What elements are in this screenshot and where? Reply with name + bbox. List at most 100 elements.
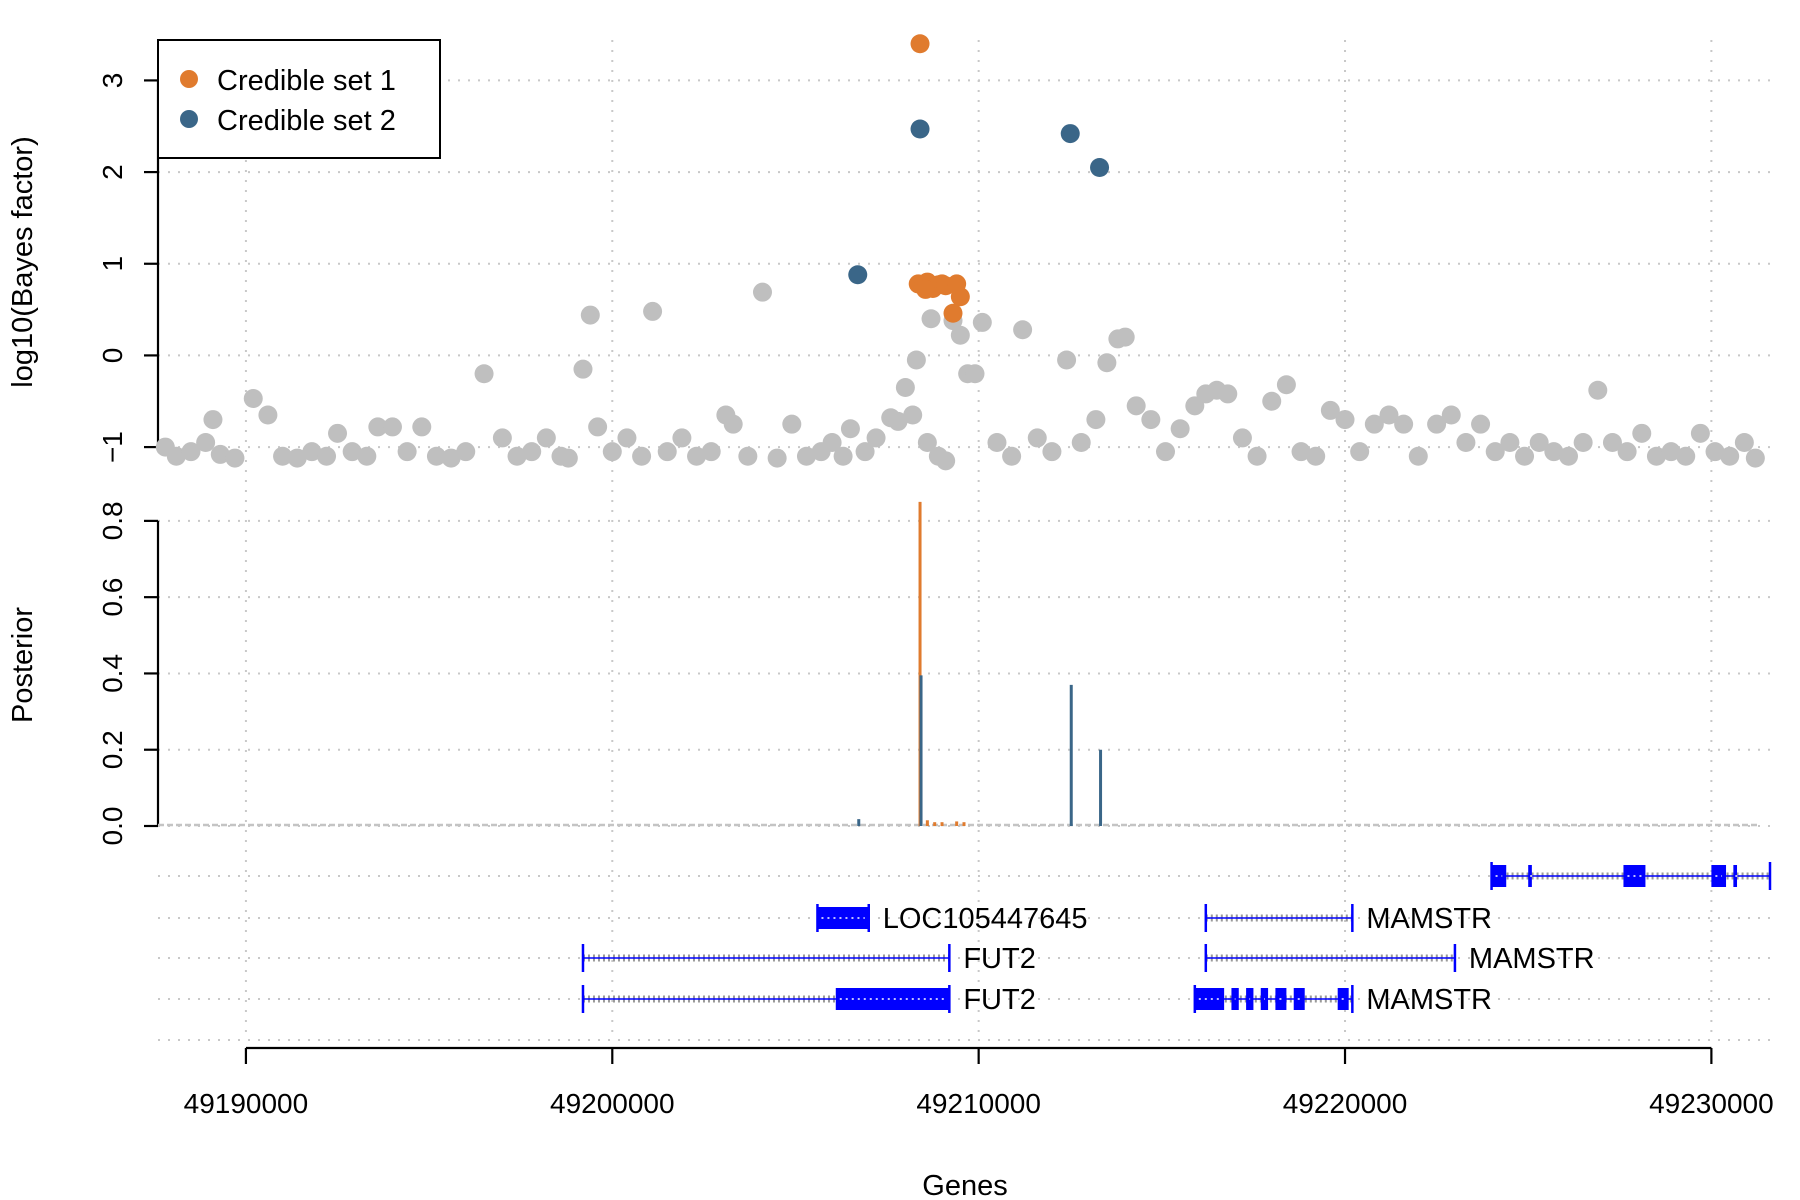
bf-point-other-51 — [840, 419, 860, 439]
bf-point-other-106 — [1515, 446, 1535, 466]
bf-point-other-55 — [888, 411, 908, 431]
bf-point-credible-set-2-3 — [848, 265, 868, 285]
bf-point-other-52 — [855, 442, 875, 462]
bf-point-other-69 — [1002, 446, 1022, 466]
x-tick-label-1: 49200000 — [550, 1088, 675, 1119]
bf-point-other-7 — [243, 389, 263, 408]
bf-point-other-37 — [657, 442, 677, 462]
x-tick-label-2: 49210000 — [916, 1088, 1041, 1119]
y-tick-label-bf-4: 3 — [97, 73, 128, 89]
bf-point-other-92 — [1306, 446, 1326, 466]
x-tick-label-4: 49230000 — [1649, 1088, 1774, 1119]
gene-label-mamstr-2: MAMSTR — [1366, 903, 1492, 935]
bf-point-other-78 — [1115, 327, 1135, 347]
bf-point-other-27 — [536, 428, 556, 448]
bf-point-other-62 — [936, 451, 956, 471]
gene-exon-unnamed-0-3 — [1711, 865, 1727, 887]
bf-point-other-112 — [1602, 433, 1622, 452]
bf-point-other-72 — [1042, 442, 1062, 462]
bf-point-other-9 — [273, 446, 293, 466]
bf-point-other-105 — [1500, 433, 1520, 452]
bf-point-credible-set-1-0 — [910, 34, 930, 54]
legend-label-credible-set-2: Credible set 2 — [217, 105, 396, 137]
y-tick-label-bf-0: −1 — [97, 431, 128, 463]
bf-point-other-71 — [1027, 428, 1047, 448]
bf-point-other-91 — [1291, 442, 1311, 462]
bf-point-other-101 — [1441, 405, 1461, 425]
x-tick-label-3: 49220000 — [1283, 1088, 1408, 1119]
bf-point-other-80 — [1141, 410, 1161, 430]
bf-point-other-107 — [1529, 433, 1549, 452]
legend-marker-credible-set-2 — [180, 110, 198, 128]
bf-point-other-90 — [1276, 375, 1296, 395]
bf-point-other-104 — [1485, 442, 1505, 462]
bf-point-other-5 — [210, 444, 230, 464]
bf-point-other-100 — [1427, 414, 1447, 434]
bf-point-other-113 — [1617, 442, 1637, 462]
bf-point-other-115 — [1646, 446, 1666, 466]
bf-point-other-13 — [328, 423, 348, 443]
grid-lines — [158, 40, 1770, 1041]
bf-point-other-14 — [342, 442, 362, 462]
bf-point-other-121 — [1734, 433, 1754, 452]
bf-point-other-70 — [1013, 320, 1033, 340]
bf-point-other-97 — [1379, 405, 1399, 425]
bf-point-other-116 — [1661, 442, 1681, 462]
gene-track: LOC105447645 MAMSTR FUT2 MAMSTR FUT2 MAMSTR — [581, 862, 1772, 1016]
bayes-factor-points — [155, 34, 1765, 471]
bf-point-other-88 — [1247, 446, 1267, 466]
y-tick-label-bf-1: 0 — [97, 348, 128, 364]
bf-point-other-17 — [382, 417, 402, 437]
bf-point-other-47 — [796, 446, 816, 466]
bf-point-other-95 — [1350, 442, 1370, 462]
bf-point-credible-set-2-2 — [1090, 158, 1110, 177]
bf-point-credible-set-1-11 — [916, 279, 936, 299]
bf-point-other-81 — [1156, 442, 1175, 462]
bf-point-other-99 — [1408, 446, 1428, 466]
gene-exon-mamstr-6-0 — [1194, 988, 1225, 1010]
bf-point-other-22 — [456, 442, 476, 462]
bf-point-other-39 — [687, 446, 707, 466]
bf-point-other-42 — [723, 414, 743, 434]
bf-point-other-76 — [1097, 353, 1117, 373]
y-axis-label-posterior: Posterior — [7, 607, 39, 723]
bf-point-other-33 — [602, 442, 622, 462]
x-axis-label: Genes — [922, 1170, 1007, 1200]
bf-point-other-38 — [672, 428, 692, 448]
legend-marker-credible-set-1 — [180, 70, 198, 88]
bf-point-other-46 — [782, 414, 802, 434]
bf-point-other-75 — [1086, 410, 1106, 430]
x-tick-label-0: 49190000 — [184, 1088, 309, 1119]
bf-point-other-119 — [1705, 442, 1725, 462]
bf-point-other-53 — [866, 428, 886, 448]
bf-point-credible-set-2-1 — [1060, 124, 1080, 144]
bf-point-other-4 — [203, 410, 223, 430]
bf-point-other-64 — [950, 325, 970, 345]
bf-point-other-49 — [822, 433, 842, 452]
y-tick-label-post-0: 0.0 — [97, 807, 128, 846]
legend-box — [157, 39, 441, 159]
bf-point-other-118 — [1690, 423, 1710, 443]
bf-point-other-1 — [166, 446, 186, 466]
bf-point-credible-set-2-0 — [910, 119, 930, 139]
bf-point-other-6 — [225, 448, 245, 468]
bf-point-other-3 — [196, 433, 216, 452]
bf-point-other-114 — [1632, 423, 1652, 443]
bf-point-other-20 — [426, 446, 446, 466]
bf-point-other-117 — [1676, 446, 1696, 466]
bf-point-other-2 — [181, 442, 201, 462]
gene-exon-unnamed-0-0 — [1491, 865, 1507, 887]
bf-point-other-56 — [895, 378, 915, 397]
y-tick-label-post-3: 0.6 — [97, 578, 128, 617]
gene-label-mamstr-6: MAMSTR — [1366, 984, 1492, 1016]
bf-point-other-96 — [1364, 414, 1384, 434]
bf-point-other-11 — [302, 442, 322, 462]
bf-point-other-26 — [522, 442, 542, 462]
gene-exon-fut2-5-0 — [835, 988, 950, 1010]
bf-point-other-32 — [588, 417, 608, 437]
bf-point-other-12 — [317, 446, 337, 466]
bf-point-other-57 — [906, 350, 926, 370]
bf-point-other-31 — [580, 305, 600, 325]
bf-point-other-18 — [397, 442, 417, 462]
